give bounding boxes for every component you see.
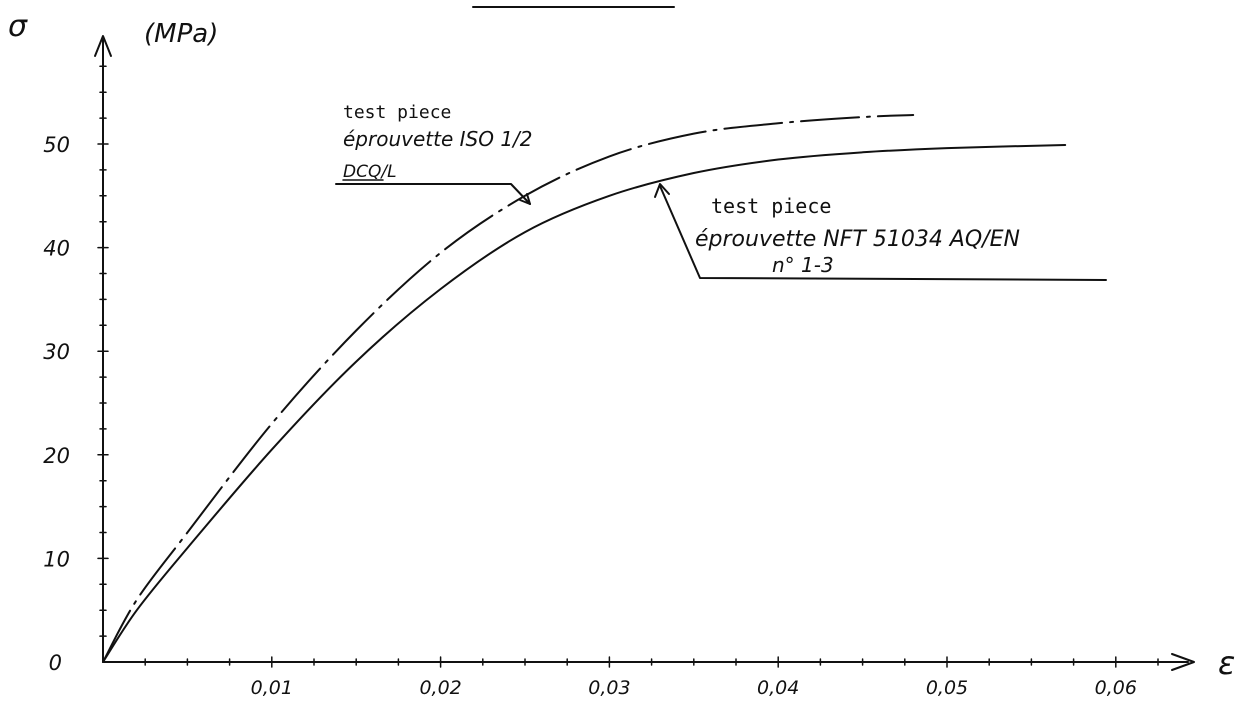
annotation-nft-arrowhead bbox=[654, 183, 670, 198]
axes bbox=[94, 35, 1195, 671]
y-tick-label: 40 bbox=[43, 237, 70, 261]
annotation-nft-line2: éprouvette NFT 51034 AQ/EN bbox=[695, 227, 1020, 252]
annotation-iso-arrowhead bbox=[519, 193, 531, 205]
x-axis-arrow bbox=[1171, 653, 1195, 671]
annotation-nft-line1: test piece bbox=[711, 194, 831, 218]
annotation-iso-line1: test piece bbox=[343, 102, 451, 123]
annotation-iso: test piece éprouvette ISO 1/2 DCQ/L bbox=[335, 102, 533, 205]
annotation-nft-leader bbox=[659, 185, 1107, 281]
curves bbox=[102, 114, 1067, 663]
x-tick-label: 0,04 bbox=[757, 677, 799, 699]
x-tick-label: 0,06 bbox=[1095, 677, 1137, 699]
y-tick-label: 10 bbox=[43, 547, 70, 571]
y-tick-label: 0 bbox=[49, 651, 62, 675]
y-tick-label: 30 bbox=[43, 340, 70, 364]
x-tick-label: 0,02 bbox=[419, 677, 461, 699]
x-axis-symbol: ε bbox=[1218, 644, 1235, 682]
y-axis-symbol: σ bbox=[8, 9, 28, 44]
x-tick-label: 0,03 bbox=[588, 677, 630, 699]
curve-nft-solid bbox=[102, 144, 1067, 663]
curve-iso-dashdot bbox=[102, 114, 915, 663]
annotation-iso-leader bbox=[335, 183, 531, 205]
annotation-nft: test piece éprouvette NFT 51034 AQ/EN n°… bbox=[654, 183, 1107, 281]
y-axis-arrow bbox=[94, 35, 112, 57]
y-tick-label: 20 bbox=[43, 444, 70, 468]
annotation-iso-line3: DCQ/L bbox=[343, 162, 397, 182]
y-axis-unit: (MPa) bbox=[144, 19, 218, 49]
x-tick-label: 0,01 bbox=[251, 677, 293, 699]
ticks: 0,01 0,02 0,03 0,04 0,05 0,06 0 10 20 30 40 50 bbox=[43, 65, 1159, 699]
annotation-nft-line3: n° 1-3 bbox=[772, 253, 834, 277]
y-tick-label: 50 bbox=[43, 133, 70, 157]
annotation-iso-line2: éprouvette ISO 1/2 bbox=[343, 127, 533, 151]
x-tick-label: 0,05 bbox=[926, 677, 968, 699]
